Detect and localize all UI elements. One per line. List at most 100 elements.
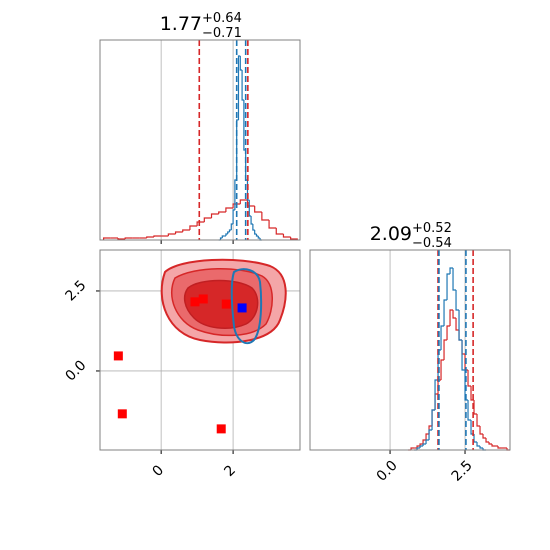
hist-step [455,318,460,331]
hist-step [443,339,448,360]
hist-step [241,70,244,101]
y-tick-label: 2.5 [62,277,89,304]
hist-step [117,238,126,240]
hist-step [446,273,451,300]
marker [190,297,200,307]
hist-step [476,414,481,427]
hist-step [485,438,490,443]
hist-step [479,426,484,435]
hist-step [425,439,430,444]
hist-step [452,310,457,319]
hist-step [473,400,478,415]
title-lower: −0.54 [412,236,452,251]
hist-step [174,231,183,234]
hist-step [416,447,421,450]
title-value: 2.09 [370,223,412,245]
hist-step [227,231,230,234]
hist-step [275,228,284,235]
hist-step [153,235,162,237]
x-tick-label: 0.0 [374,458,401,485]
hist-step [467,370,472,387]
contour-inner [183,279,259,330]
hist-step [422,439,427,444]
hist-step [488,442,493,445]
x-tick-label: 2.5 [449,458,476,485]
title-lower: −0.71 [202,26,242,41]
hist-step [425,433,430,440]
hist-step [254,230,257,235]
hist-step [434,379,439,410]
axes-frame [99,249,301,451]
hist-step [250,216,253,225]
hist-step [491,444,496,447]
hist-step [102,237,111,240]
hist-step [467,400,472,421]
hist-step [225,233,228,236]
hist-step [254,206,262,213]
hist-step [458,310,463,341]
marker [221,299,231,309]
hist-step [419,443,424,446]
hist-step [473,434,478,443]
marker [198,294,208,304]
marker [216,424,226,434]
hist-step [282,234,291,238]
hist-step [232,203,241,208]
hist-step [252,224,255,231]
hist-step [124,237,133,239]
hist-step [476,442,481,447]
hist-step [167,233,176,236]
hist-step [497,446,502,449]
x-tick-label: 2 [221,462,239,480]
hist-step [182,229,190,232]
hist-step [452,268,457,291]
hist-step [189,225,198,230]
hist-step [203,217,212,222]
hist-step [239,199,248,204]
hist-step [248,200,252,217]
hist-step [443,299,448,326]
hist-step [221,235,225,238]
hist-step [146,236,154,238]
hist-step [196,221,205,226]
hist-step [449,267,454,274]
hist-step [290,237,298,240]
y-tick-label: 0.0 [62,357,89,384]
axes-frame [309,249,511,451]
hist-step [449,309,454,326]
hist-step [218,211,226,214]
hist-step [410,447,415,450]
x-tick-label: 0 [150,462,168,480]
hist-step [257,236,261,239]
hist-step [225,207,234,212]
marker [117,409,127,419]
hist-step [255,234,259,237]
hist-step [431,409,436,430]
hist-step [422,443,427,446]
marker [113,351,123,361]
title-upper: +0.64 [202,11,242,26]
axes-frame [99,39,301,241]
hist-step [440,359,445,380]
hist-step [482,434,487,439]
title-upper: +0.52 [412,221,452,236]
hist-step [461,340,466,371]
hist-step [268,220,277,229]
contour-blue [230,268,263,345]
hist-step [440,325,445,350]
marker [237,303,247,313]
hist-step [428,429,433,440]
hist-step [419,445,424,448]
hist-step [228,229,232,232]
hist-step [479,446,484,449]
title-value: 1.77 [160,13,202,35]
hist-step [239,56,243,71]
hist-step [455,290,460,311]
hist-step [416,445,421,448]
hist-step [261,212,270,221]
hist-step [464,370,469,401]
hist-step [210,213,219,218]
hist-step [446,325,451,340]
hist-step [232,209,235,224]
